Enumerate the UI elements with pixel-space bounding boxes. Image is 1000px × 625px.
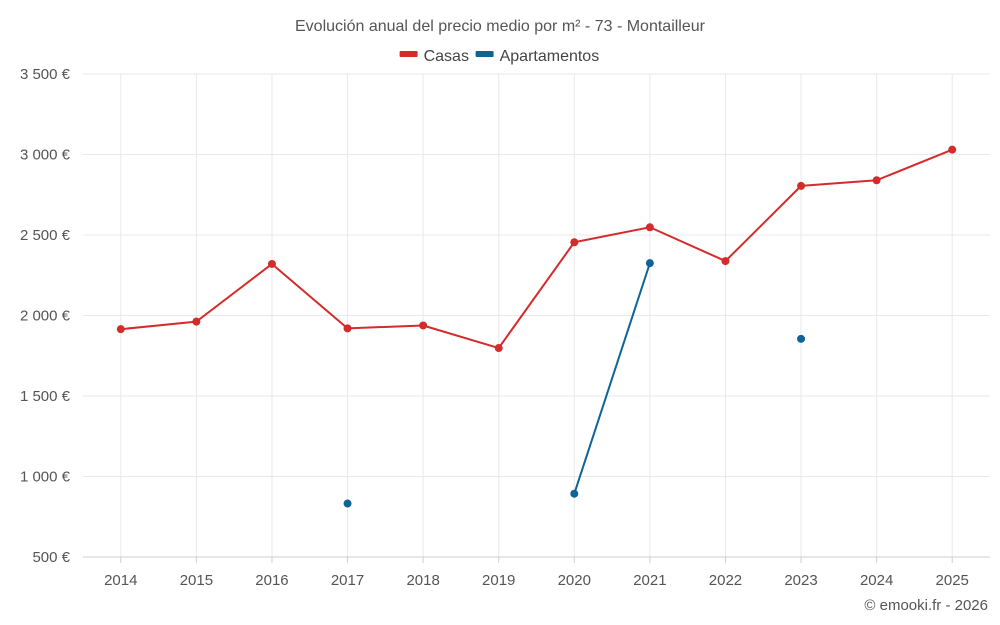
- x-tick-label: 2022: [709, 572, 742, 589]
- y-tick-label: 3 500 €: [20, 66, 71, 83]
- axes: 500 € 1 000 € 1 500 € 2 000 € 2 500 € 3 000 €…: [20, 66, 990, 589]
- data-point-casas: [645, 223, 654, 232]
- data-point-casas: [797, 181, 806, 190]
- data-point-casas: [721, 257, 730, 266]
- data-point-casas: [116, 325, 125, 334]
- series-line-apartamentos: [573, 262, 651, 495]
- x-tick-label: 2014: [104, 572, 137, 589]
- y-tick-label: 2 500 €: [20, 227, 71, 244]
- legend-label-apartamentos[interactable]: Apartamentos: [500, 48, 600, 65]
- data-point-casas: [948, 145, 957, 154]
- x-tick-label: 2023: [784, 572, 817, 589]
- data-point-casas: [267, 259, 276, 268]
- data-point-apartamentos: [570, 489, 579, 498]
- y-tick-label: 1 500 €: [20, 388, 71, 405]
- data-point-apartamentos: [645, 259, 654, 268]
- x-tick-label: 2017: [331, 572, 364, 589]
- x-tick-label: 2019: [482, 572, 515, 589]
- legend-label-casas[interactable]: Casas: [424, 48, 469, 65]
- x-tick-label: 2015: [180, 572, 213, 589]
- data-point-casas: [872, 176, 881, 185]
- y-tick-label: 1 000 €: [20, 469, 71, 486]
- y-tick-label: 3 000 €: [20, 147, 71, 164]
- data-point-casas: [419, 321, 428, 330]
- x-tick-label: 2020: [558, 572, 591, 589]
- data-point-casas: [494, 344, 503, 353]
- grid: [83, 73, 990, 557]
- data-point-casas: [570, 238, 579, 247]
- x-tick-label: 2018: [406, 572, 439, 589]
- y-tick-label: 2 000 €: [20, 308, 71, 325]
- data-point-casas: [192, 317, 201, 326]
- data-point-apartamentos: [343, 499, 352, 508]
- series-line-casas: [120, 148, 953, 350]
- x-tick-label: 2016: [255, 572, 288, 589]
- legend-swatch-apartamentos[interactable]: [475, 51, 494, 57]
- x-tick-label: 2025: [936, 572, 969, 589]
- x-tick-label: 2024: [860, 572, 893, 589]
- series-layer: [116, 145, 957, 508]
- data-point-casas: [343, 324, 352, 333]
- data-point-apartamentos: [797, 334, 806, 343]
- chart-title: Evolución anual del precio medio por m² …: [295, 18, 706, 35]
- legend: Casas Apartamentos: [399, 48, 600, 65]
- credit-text: © emooki.fr - 2026: [864, 597, 988, 614]
- x-tick-label: 2021: [633, 572, 666, 589]
- y-tick-label: 500 €: [32, 549, 70, 566]
- legend-swatch-casas[interactable]: [399, 51, 418, 57]
